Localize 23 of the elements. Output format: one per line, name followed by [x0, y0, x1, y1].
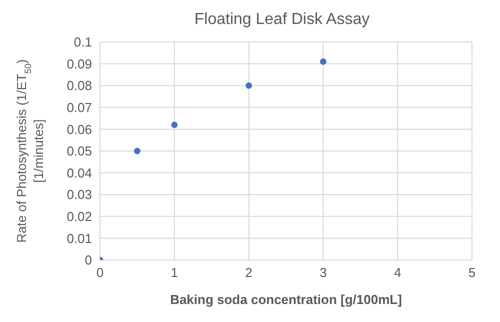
- x-tick-label: 2: [245, 265, 252, 280]
- y-tick-label: 0.08: [66, 78, 92, 94]
- y-tick-label: 0.1: [74, 34, 92, 50]
- x-tick-label: 4: [394, 265, 402, 280]
- y-tick-label: 0.01: [66, 230, 92, 246]
- point: [134, 148, 140, 154]
- x-tick-label: 3: [320, 265, 327, 280]
- y-tick-label: 0.07: [66, 100, 92, 116]
- point: [246, 82, 252, 89]
- x-tick-label: 5: [468, 265, 476, 280]
- point: [320, 58, 326, 65]
- point: [171, 122, 178, 128]
- y-tick-label: 0.06: [66, 122, 92, 137]
- y-tick-label: 0: [84, 252, 92, 268]
- y-tick-label: 0.02: [66, 209, 92, 224]
- y-tick-label: 0.05: [66, 144, 92, 159]
- x-tick-label: 0: [96, 265, 104, 280]
- x-axis-title: Baking soda concentration [g/100mL]: [170, 292, 402, 307]
- y-tick-label: 0.03: [66, 187, 92, 202]
- chart-title: Floating Leaf Disk Assay: [194, 11, 370, 28]
- x-tick-label: 1: [170, 265, 178, 280]
- y-tick-label: 0.09: [66, 56, 92, 72]
- y-tick-label: 0.04: [66, 165, 92, 180]
